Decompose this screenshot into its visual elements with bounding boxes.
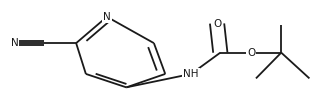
Text: O: O xyxy=(213,18,221,29)
Text: N: N xyxy=(103,12,111,22)
Text: N: N xyxy=(11,38,18,48)
Text: NH: NH xyxy=(183,69,199,79)
Text: O: O xyxy=(247,48,255,58)
